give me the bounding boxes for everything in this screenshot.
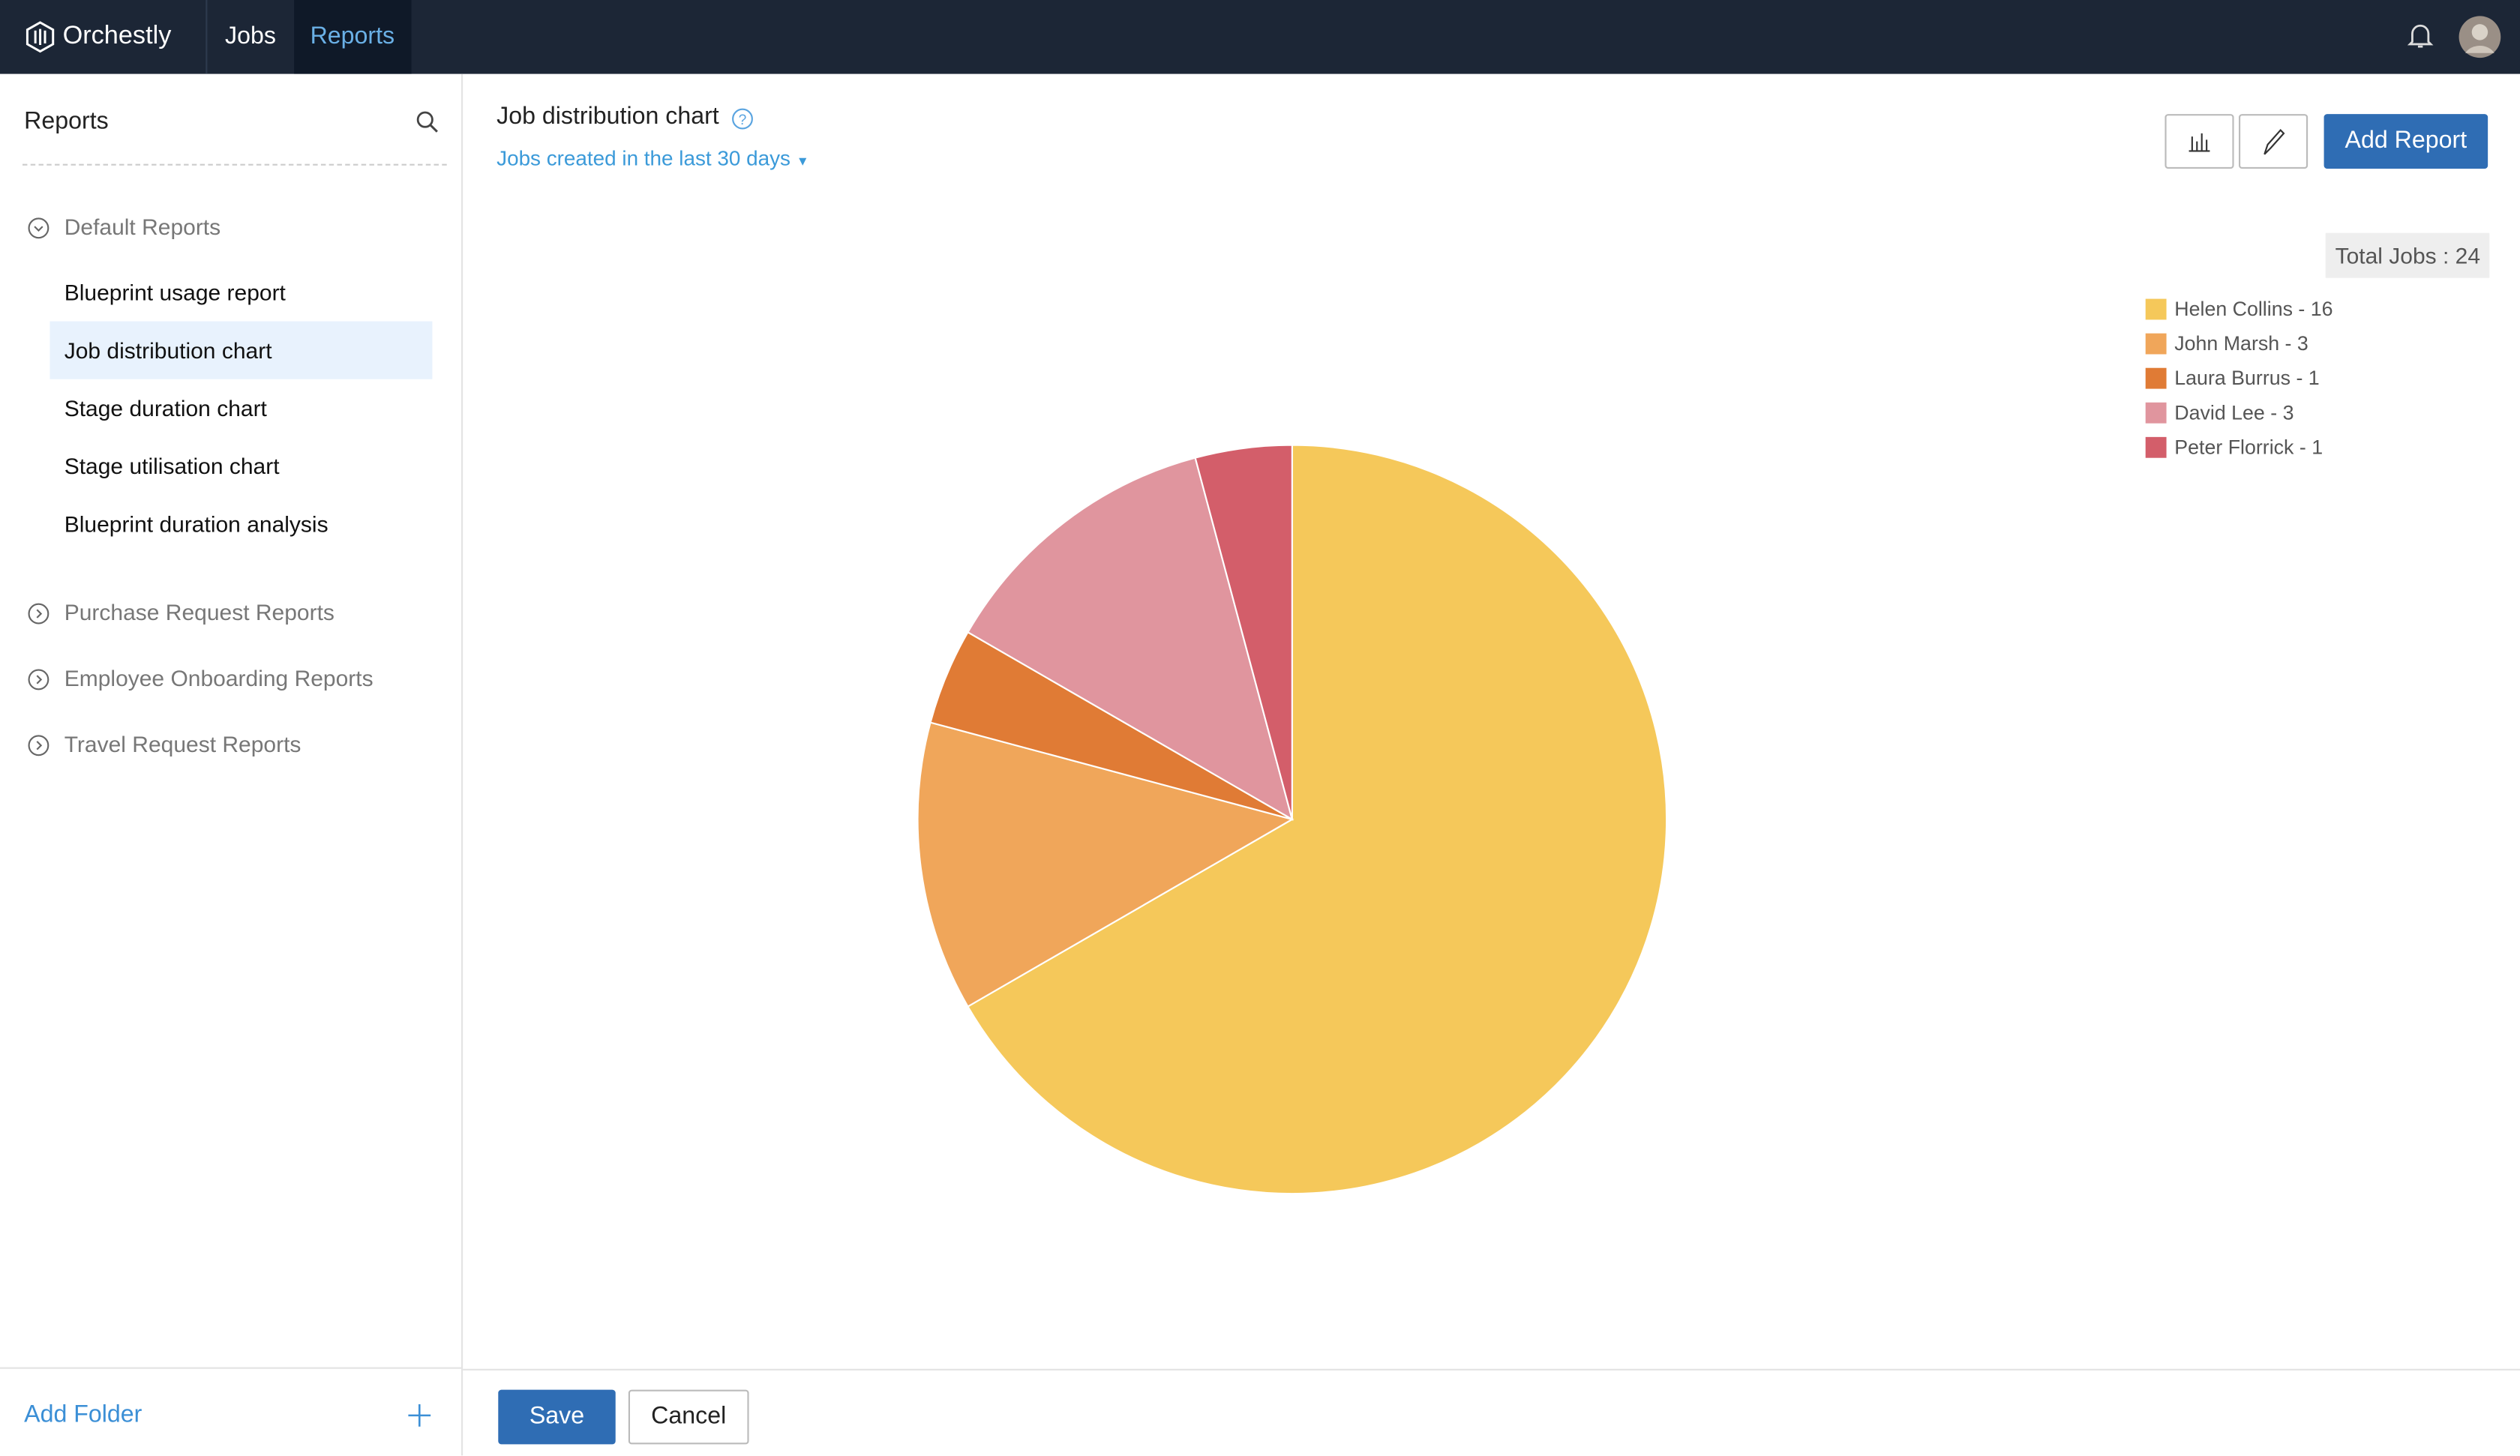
legend-swatch <box>2145 333 2167 355</box>
add-folder[interactable]: Add Folder <box>24 1401 142 1428</box>
legend-label: Laura Burrus - 1 <box>2174 367 2319 389</box>
brand: Orchestly <box>62 22 172 50</box>
bell-icon[interactable] <box>2406 19 2435 52</box>
folder-toggle[interactable] <box>27 217 50 239</box>
cancel-button[interactable]: Cancel <box>628 1389 749 1445</box>
folder-toggle[interactable] <box>27 734 50 756</box>
legend-swatch <box>2145 298 2167 320</box>
avatar[interactable] <box>2457 14 2502 59</box>
legend-label: Helen Collins - 16 <box>2174 298 2332 320</box>
folder-name[interactable]: Employee Onboarding Reports <box>64 665 374 691</box>
search-icon[interactable] <box>415 109 440 135</box>
pie-slice <box>1194 444 1293 820</box>
filter-dropdown[interactable]: Jobs created in the last 30 days ▼ <box>496 146 809 171</box>
top-nav: Orchestly Jobs Reports <box>0 0 2520 74</box>
report-item[interactable]: Blueprint usage report <box>64 279 286 306</box>
report-item[interactable]: Blueprint duration analysis <box>64 511 328 537</box>
sidebar: Reports Add Folder Default Reports Bluepr… <box>0 73 464 1456</box>
svg-text:?: ? <box>739 112 747 128</box>
sidebar-title: Reports <box>24 107 109 135</box>
report-title: Job distribution chart <box>496 103 719 130</box>
legend-swatch <box>2145 436 2167 458</box>
chart-type-button[interactable] <box>2164 114 2234 169</box>
legend-label: Peter Florrick - 1 <box>2174 436 2323 458</box>
report-item[interactable]: Job distribution chart <box>50 321 433 379</box>
report-item[interactable]: Stage utilisation chart <box>64 453 280 479</box>
save-button[interactable]: Save <box>498 1389 616 1445</box>
pie-slice <box>916 721 1294 1008</box>
nav-tab[interactable]: Reports <box>294 0 411 74</box>
add-report-button[interactable]: Add Report <box>2324 114 2488 169</box>
folder-name[interactable]: Purchase Request Reports <box>64 599 334 625</box>
folder-toggle[interactable] <box>27 668 50 691</box>
legend-label: John Marsh - 3 <box>2174 332 2308 355</box>
pie-chart: Helen Collins - 16 John Marsh - 3 Laura Bu… <box>916 298 2333 1195</box>
filter-label: Jobs created in the last 30 days <box>496 146 790 171</box>
nav-tab[interactable]: Jobs <box>225 22 276 50</box>
edit-button[interactable] <box>2239 114 2308 169</box>
pie-slice <box>966 457 1294 822</box>
report-item[interactable]: Stage duration chart <box>64 395 267 421</box>
folder-toggle[interactable] <box>27 603 50 625</box>
legend-label: David Lee - 3 <box>2174 401 2294 424</box>
total-jobs: Total Jobs : 24 <box>2325 232 2490 278</box>
help-icon[interactable]: ? <box>731 108 754 130</box>
folder-name[interactable]: Travel Request Reports <box>64 730 302 757</box>
plus-icon[interactable] <box>408 1404 431 1427</box>
legend-swatch <box>2145 402 2167 424</box>
legend-swatch <box>2145 367 2167 389</box>
logo <box>26 21 55 53</box>
folder-name[interactable]: Default Reports <box>64 214 221 240</box>
pie-slice <box>966 444 1668 1195</box>
